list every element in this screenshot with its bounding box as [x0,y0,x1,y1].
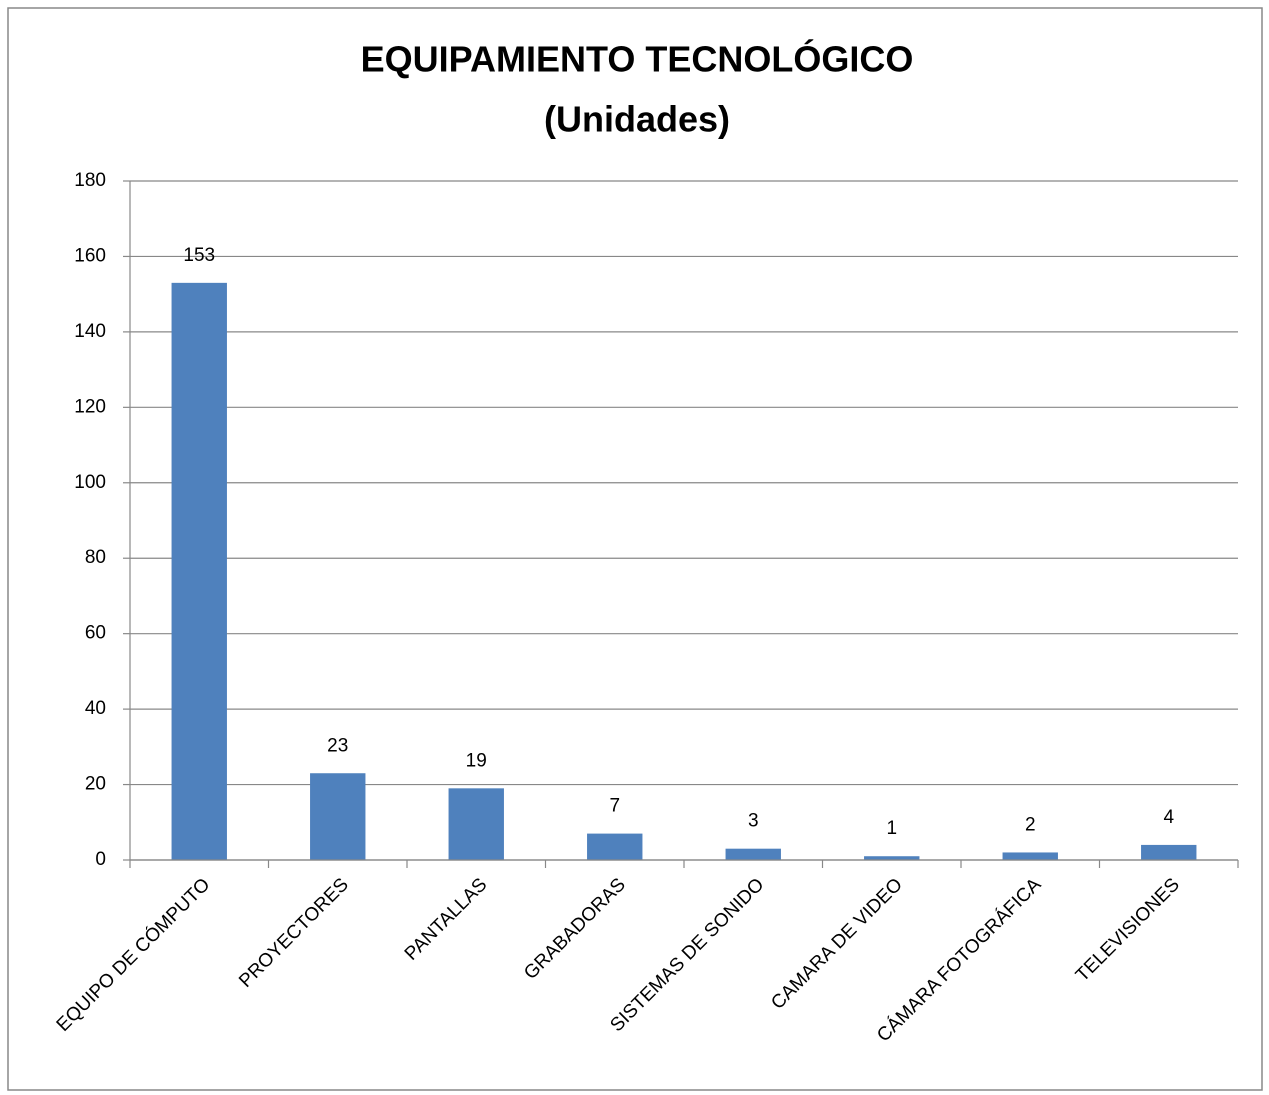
bar [725,848,781,860]
y-tick-label: 0 [95,849,106,870]
y-tick-label: 180 [74,170,106,191]
bar [864,856,920,860]
bar [587,833,643,860]
data-label: 153 [183,245,215,266]
y-tick-label: 160 [74,245,106,266]
chart-subtitle: (Unidades) [544,99,730,140]
bar [448,788,504,860]
chart-title: EQUIPAMIENTO TECNOLÓGICO [361,38,914,80]
data-label: 4 [1163,807,1174,828]
bar [171,282,227,861]
data-label: 23 [327,735,348,756]
y-tick-label: 120 [74,396,106,417]
data-label: 1 [886,818,897,839]
y-tick-label: 40 [85,698,106,719]
y-tick-label: 60 [85,623,106,644]
data-label: 19 [466,750,487,771]
y-tick-label: 100 [74,472,106,493]
y-tick-label: 20 [85,774,106,795]
bar [1141,844,1197,860]
y-tick-label: 140 [74,321,106,342]
y-tick-label: 80 [85,547,106,568]
bar [310,773,366,860]
data-label: 7 [609,796,620,817]
data-label: 2 [1025,814,1036,835]
data-label: 3 [748,811,759,832]
bar [1002,852,1058,860]
